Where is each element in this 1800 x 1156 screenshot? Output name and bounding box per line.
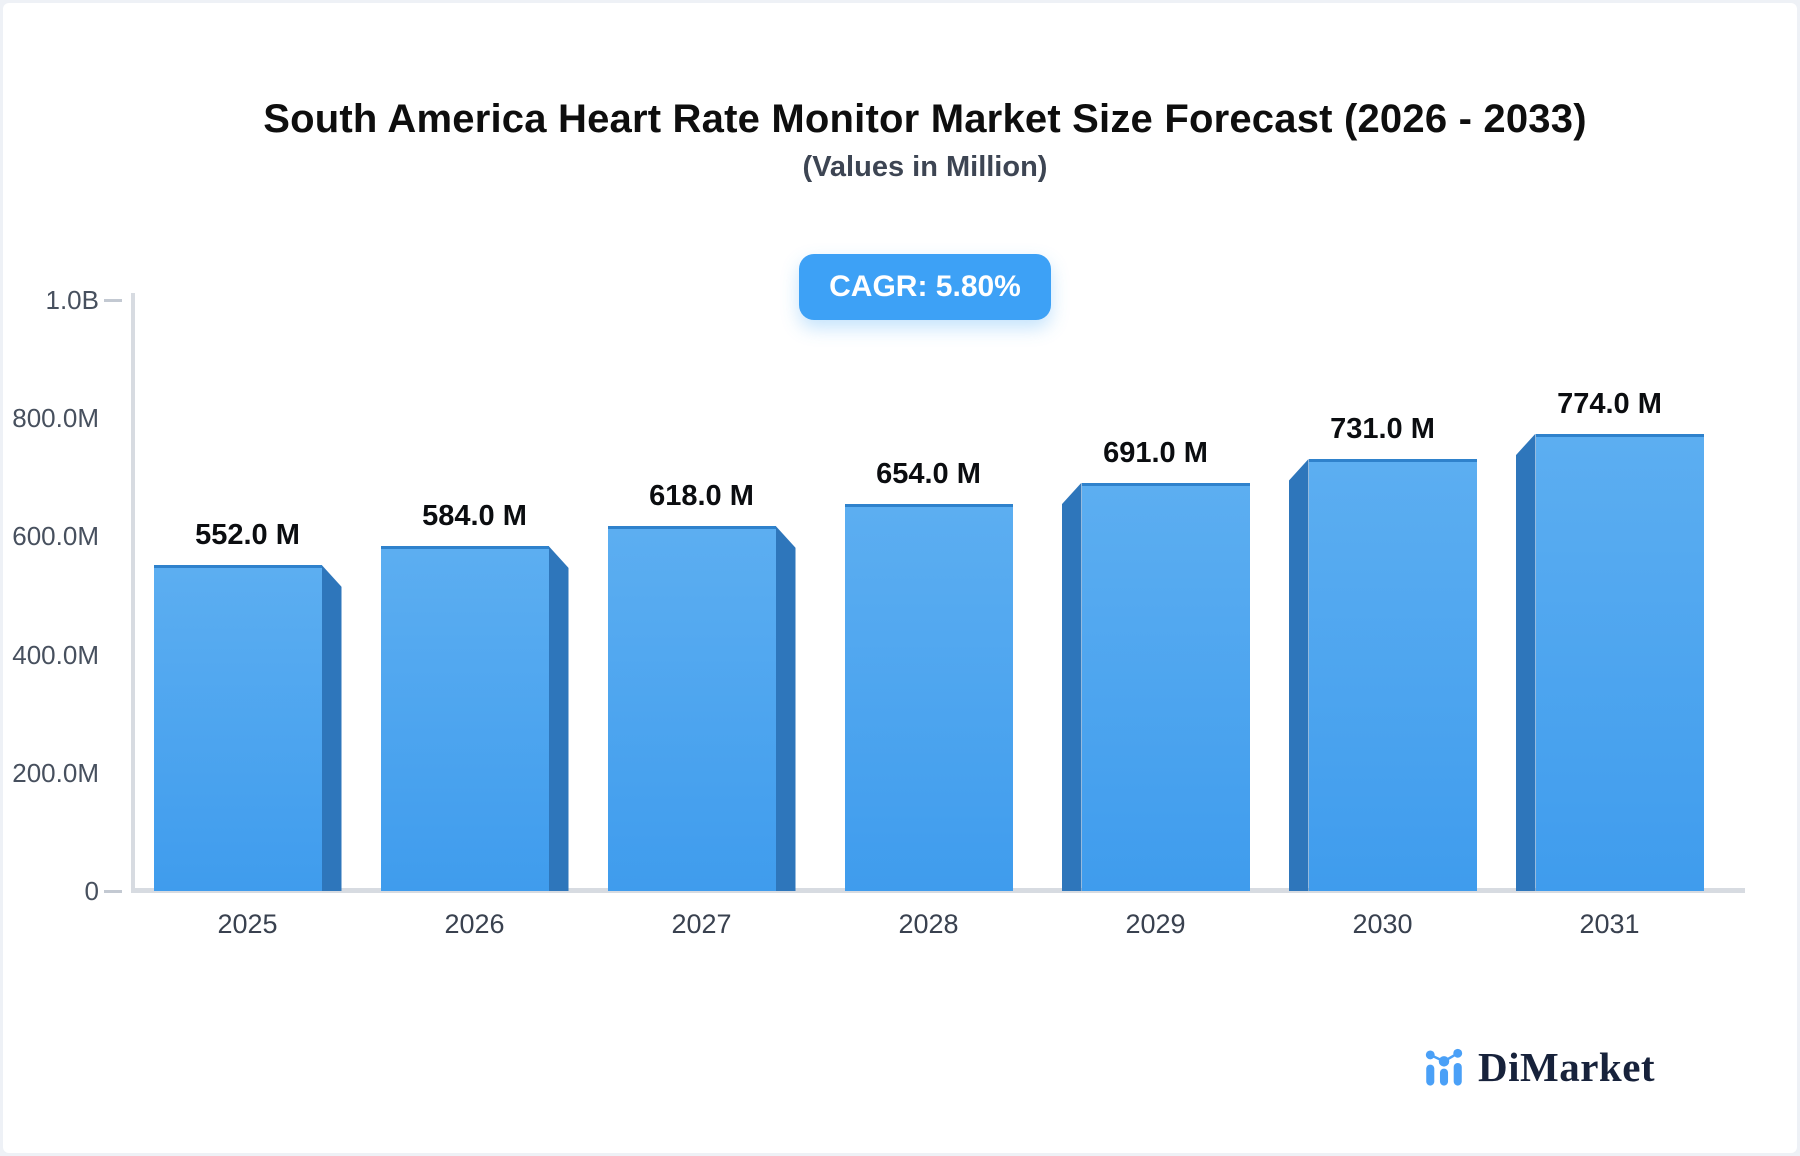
bar-2026[interactable]	[380, 545, 549, 891]
y-axis-tick-label: 200.0M	[12, 757, 99, 788]
bar-value-label: 618.0 M	[649, 479, 754, 512]
x-axis-category-label: 2026	[444, 909, 505, 939]
bar-2025[interactable]	[153, 564, 322, 891]
cagr-badge-row: CAGR: 5.80%	[47, 254, 1797, 320]
bar-side-face	[1288, 458, 1309, 891]
x-axis-category-label: 2027	[671, 909, 732, 939]
bar-value-label: 731.0 M	[1330, 412, 1435, 445]
bar-side-face	[548, 545, 569, 891]
bar-2028[interactable]	[844, 504, 1013, 891]
y-axis-tick-label: 1.0B	[45, 285, 100, 315]
bar-side-face	[1061, 482, 1082, 891]
x-axis-category-label: 2030	[1352, 909, 1413, 939]
y-axis-tick-mark	[104, 299, 122, 302]
x-axis-category-label: 2028	[898, 909, 959, 939]
bar-value-label: 584.0 M	[422, 499, 527, 532]
bar-side-face	[321, 564, 342, 891]
cagr-badge: CAGR: 5.80%	[799, 254, 1051, 320]
x-axis-category-label: 2031	[1579, 909, 1640, 939]
bar-value-label: 774.0 M	[1557, 387, 1662, 420]
bar-2031[interactable]	[1535, 433, 1704, 891]
dimarket-logo-icon	[1425, 1048, 1463, 1086]
bar-2029[interactable]	[1081, 482, 1250, 891]
bar-2027[interactable]	[607, 525, 776, 891]
chart-subtitle: (Values in Million)	[802, 151, 1048, 183]
chart-title: South America Heart Rate Monitor Market …	[263, 97, 1587, 141]
bar-2030[interactable]	[1308, 458, 1477, 891]
chart-card: South America Heart Rate Monitor Market …	[3, 3, 1797, 1153]
y-axis-tick-label: 600.0M	[12, 521, 99, 552]
y-axis-tick-mark	[104, 890, 122, 893]
brand-logo: DiMarket	[1423, 1043, 1655, 1091]
x-axis-category-label: 2029	[1125, 909, 1186, 939]
bar-value-label: 552.0 M	[195, 518, 300, 551]
y-axis-tick-label: 400.0M	[12, 639, 99, 670]
y-axis-tick-label: 800.0M	[12, 403, 99, 434]
brand-name: DiMarket	[1478, 1044, 1656, 1090]
x-axis-category-label: 2025	[217, 909, 278, 939]
bar-side-face	[1515, 433, 1536, 891]
bar-value-label: 691.0 M	[1103, 436, 1208, 469]
bar-value-label: 654.0 M	[876, 458, 981, 491]
y-axis-line	[131, 293, 135, 891]
bar-side-face	[775, 525, 796, 891]
y-axis-tick-label: 0	[84, 876, 99, 906]
